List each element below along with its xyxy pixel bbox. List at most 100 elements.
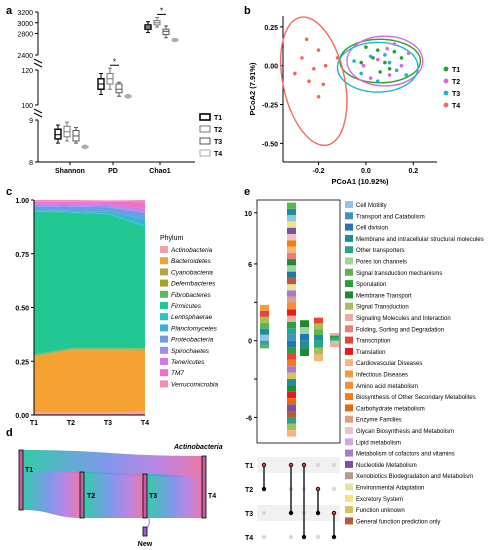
legend-label: Translation: [356, 350, 385, 356]
axis-break: [33, 112, 43, 118]
axis-break: [33, 62, 43, 68]
matrix-dot-accent: [262, 463, 266, 467]
panel-label-d: d: [6, 427, 13, 439]
point-T1: [378, 70, 382, 74]
y-tick-label: 8: [29, 160, 33, 167]
legend-swatch: [345, 201, 353, 208]
point-T2: [387, 73, 392, 77]
area-Tenericutes: [34, 203, 145, 212]
bar-segment-up: [287, 290, 296, 297]
legend-label-Spirochaetes: Spirochaetes: [171, 348, 210, 355]
legend-swatch: [345, 483, 353, 491]
legend-label: Membrane and intracellular structural mo…: [356, 237, 484, 243]
legend-label-TM7: TM7: [171, 370, 184, 377]
point-T4: [300, 56, 304, 60]
bar-segment-down: [287, 379, 296, 386]
bar-segment-up: [330, 338, 339, 341]
point-T2: [361, 63, 366, 68]
bar-segment-up: [300, 327, 309, 334]
legend-label: Cell Motility: [356, 203, 387, 209]
legend-label-Verrucomicrobia: Verrucomicrobia: [171, 381, 218, 388]
bar-segment-down: [300, 348, 309, 357]
bar-segment-up: [287, 221, 296, 228]
bar-segment-down: [330, 340, 339, 344]
y-axis-title: PCoA2 (7.91%): [248, 62, 257, 115]
significance-star: *: [160, 6, 163, 15]
legend-swatch: [345, 359, 353, 367]
legend-label: General function prediction only: [356, 519, 440, 525]
axis-break: [33, 58, 43, 64]
bar-segment-up: [260, 304, 269, 311]
legend-swatch: [345, 302, 353, 310]
legend-label: Amino acid metabolism: [356, 384, 418, 390]
box-T3: [115, 83, 123, 94]
matrix-dot: [315, 534, 321, 540]
legend-swatch: [345, 280, 353, 288]
area-Spirochaetes: [34, 204, 145, 213]
upset-bar-chart: -6 0 6 10 T1 T2 T3 T4 Cell Motility Transport and…: [244, 199, 484, 542]
legend-swatch-T3: [199, 137, 211, 145]
bar-segment-down: [287, 430, 296, 437]
x-tick-label: 0.2: [408, 168, 418, 175]
bar-segment-up: [260, 310, 269, 317]
y-tick-label: 2800: [17, 32, 33, 39]
legend-swatch: [345, 381, 353, 389]
legend-swatch: [345, 472, 353, 480]
bar-segment-up: [287, 233, 296, 241]
area-Deferribacteres: [34, 348, 145, 356]
matrix-dot: [331, 462, 337, 468]
box-T1: [54, 128, 62, 140]
point-T3: [404, 73, 409, 77]
y-tick-label: 100: [21, 103, 33, 110]
legend-label-T4: T4: [214, 151, 222, 158]
bar-segment-down: [287, 404, 296, 412]
bar-segment-up: [287, 328, 296, 335]
confidence-ellipse-T3: [336, 41, 419, 93]
legend-swatch: [345, 460, 353, 468]
set-label-T1: T1: [245, 463, 253, 470]
legend-marker-T2: [443, 78, 449, 84]
point-T2: [368, 76, 373, 80]
y-tick-label: 0.25: [264, 25, 278, 32]
bar-segment-down: [287, 391, 296, 399]
bar-segment-down: [287, 359, 296, 367]
area-Fibrobacteres: [34, 348, 145, 356]
x-tick-label: T3: [104, 420, 112, 427]
set-label-T4: T4: [245, 535, 253, 542]
legend-label-Lentisphaerae: Lentisphaerae: [171, 314, 213, 321]
area-Verrucomicrobia: [34, 200, 145, 203]
legend-label: Glycan Biosynthesis and Metabolism: [356, 429, 454, 435]
matrix-dot: [261, 510, 267, 516]
y-tick-label: -6: [246, 415, 252, 422]
y-tick-label: 0.00: [15, 413, 29, 420]
legend-swatch-T2: [199, 125, 211, 133]
sankey-flow: T1 T2 T3 T4 New Actinobacteria: [18, 444, 223, 548]
node-label-T3: T3: [149, 493, 157, 500]
point-T4: [293, 71, 297, 76]
legend-marker-T4: [443, 102, 449, 108]
legend-label-T4: T4: [452, 103, 460, 110]
legend-label: Other transporters: [356, 248, 405, 254]
legend-label-T3: T3: [452, 91, 460, 98]
bar-segment-down: [287, 411, 296, 418]
point-T4: [304, 37, 309, 42]
bar-segment-up: [260, 334, 269, 341]
area-TM7: [34, 201, 145, 209]
plot-frame: [256, 199, 341, 444]
bar-segment-up: [287, 271, 296, 278]
point-T4: [316, 94, 321, 99]
bar-segment-down: [287, 372, 296, 380]
point-T2: [399, 63, 404, 68]
bar-segment-up: [287, 259, 296, 266]
legend-swatch-T4: [199, 149, 211, 157]
axis-break: [33, 108, 43, 114]
legend-label-T1: T1: [214, 115, 222, 122]
point-T2: [406, 51, 411, 56]
y-tick-label: 0.25: [15, 359, 29, 366]
y-tick-label: 0.50: [15, 306, 29, 313]
matrix-dot-accent: [302, 463, 306, 467]
bar-segment-up: [287, 334, 296, 341]
area-Proteobacteria: [34, 206, 145, 220]
bar-segment-down: [287, 417, 296, 424]
